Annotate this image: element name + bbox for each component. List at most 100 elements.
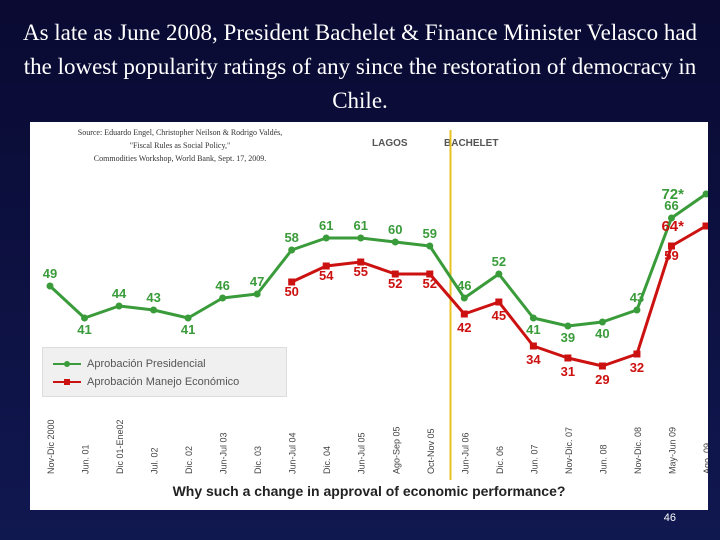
data-label-presidential: 59 bbox=[423, 226, 437, 241]
x-tick-label: Jun-Jul 04 bbox=[288, 432, 298, 474]
data-point-economic bbox=[426, 270, 434, 278]
x-tick-label: Jun-Jul 03 bbox=[219, 432, 229, 474]
legend-item-economic: Aprobación Manejo Económico bbox=[53, 375, 239, 389]
data-label-presidential: 60 bbox=[388, 222, 402, 237]
data-point-presidential bbox=[702, 190, 708, 198]
data-label-economic: 31 bbox=[561, 364, 575, 379]
data-point-presidential bbox=[184, 314, 192, 322]
data-label-economic: 55 bbox=[354, 264, 368, 279]
data-point-presidential bbox=[81, 314, 89, 322]
data-point-presidential bbox=[460, 294, 468, 302]
data-point-presidential bbox=[426, 242, 434, 250]
data-label-presidential: 72* bbox=[661, 186, 684, 203]
x-tick-label: Dic. 04 bbox=[322, 446, 332, 474]
chart-legend: Aprobación Presidencial Aprobación Manej… bbox=[42, 347, 287, 397]
x-tick-label: Nov-Dic. 08 bbox=[633, 427, 643, 474]
data-label-economic: 52 bbox=[388, 276, 402, 291]
data-point-presidential bbox=[288, 246, 296, 254]
x-tick-label: Jun-Jul 05 bbox=[357, 432, 367, 474]
legend-item-presidential: Aprobación Presidencial bbox=[53, 357, 206, 371]
data-point-presidential bbox=[633, 306, 641, 314]
x-tick-label: Jun-Jul 06 bbox=[460, 432, 470, 474]
data-label-presidential: 52 bbox=[492, 254, 506, 269]
source-citation: Source: Eduardo Engel, Christopher Neils… bbox=[30, 126, 330, 165]
data-point-economic bbox=[288, 278, 296, 286]
x-tick-label: Oct-Nov 05 bbox=[426, 428, 436, 474]
series-line-presidential bbox=[48, 192, 707, 328]
data-point-presidential bbox=[115, 302, 123, 310]
data-point-economic bbox=[633, 350, 641, 358]
data-point-economic bbox=[495, 298, 503, 306]
data-label-economic: 32 bbox=[630, 360, 644, 375]
legend-swatch-red bbox=[53, 379, 81, 385]
period-label-bachelet: BACHELET bbox=[444, 138, 499, 149]
data-label-presidential: 47 bbox=[250, 274, 264, 289]
chart-question: Why such a change in approval of economi… bbox=[172, 483, 566, 499]
data-point-presidential bbox=[598, 318, 606, 326]
data-point-economic bbox=[357, 258, 365, 266]
data-point-economic bbox=[564, 354, 572, 362]
data-label-presidential: 41 bbox=[181, 322, 195, 337]
data-point-presidential bbox=[322, 234, 330, 242]
x-tick-label: Nov-Dic. 07 bbox=[564, 427, 574, 474]
x-tick-label: Ago-Sep 05 bbox=[391, 426, 401, 474]
legend-swatch-green bbox=[53, 361, 81, 367]
source-line-1: Source: Eduardo Engel, Christopher Neils… bbox=[77, 128, 283, 137]
data-point-economic bbox=[598, 362, 606, 370]
data-point-presidential bbox=[667, 214, 675, 222]
legend-label-economic: Aprobación Manejo Económico bbox=[87, 376, 240, 388]
data-label-presidential: 39 bbox=[561, 330, 575, 345]
data-label-presidential: 46 bbox=[457, 278, 471, 293]
data-label-presidential: 61 bbox=[354, 218, 368, 233]
x-tick-label: May-Jun 09 bbox=[667, 427, 677, 474]
x-tick-label: Dic. 03 bbox=[253, 446, 263, 474]
data-label-presidential: 61 bbox=[319, 218, 333, 233]
data-point-economic bbox=[667, 242, 675, 250]
source-line-2: "Fiscal Rules as Social Policy," bbox=[129, 141, 231, 150]
data-point-economic bbox=[391, 270, 399, 278]
data-label-presidential: 44 bbox=[112, 286, 127, 301]
data-label-presidential: 43 bbox=[630, 290, 644, 305]
x-tick-label: Dic. 02 bbox=[184, 446, 194, 474]
data-label-economic: 50 bbox=[284, 284, 298, 299]
data-point-economic bbox=[460, 310, 468, 318]
data-point-presidential bbox=[253, 290, 261, 298]
data-label-economic: 64* bbox=[661, 218, 684, 235]
x-tick-label: Dic 01-Ene02 bbox=[115, 419, 125, 474]
data-label-economic: 45 bbox=[492, 308, 506, 323]
x-tick-label: Jun. 07 bbox=[529, 444, 539, 474]
data-point-presidential bbox=[495, 270, 503, 278]
data-point-presidential bbox=[564, 322, 572, 330]
data-point-presidential bbox=[46, 282, 54, 290]
source-line-3: Commodities Workshop, World Bank, Sept. … bbox=[93, 154, 267, 163]
data-label-presidential: 58 bbox=[284, 230, 298, 245]
data-label-economic: 54 bbox=[319, 268, 334, 283]
x-tick-label: Dic. 06 bbox=[495, 446, 505, 474]
data-label-presidential: 43 bbox=[146, 290, 160, 305]
x-tick-label: Ago. 09 bbox=[702, 443, 708, 474]
period-label-lagos: LAGOS bbox=[372, 138, 408, 149]
data-point-economic bbox=[529, 342, 537, 350]
data-label-presidential: 40 bbox=[595, 326, 609, 341]
data-point-presidential bbox=[529, 314, 537, 322]
data-point-economic bbox=[322, 262, 330, 270]
data-label-presidential: 66 bbox=[664, 198, 678, 213]
legend-label-presidential: Aprobación Presidencial bbox=[87, 358, 206, 370]
page-number: 46 bbox=[663, 512, 676, 524]
data-label-economic: 29 bbox=[595, 372, 609, 387]
data-label-presidential: 49 bbox=[43, 266, 57, 281]
data-label-economic: 52 bbox=[423, 276, 437, 291]
data-point-presidential bbox=[150, 306, 158, 314]
data-label-presidential: 41 bbox=[526, 322, 540, 337]
x-tick-label: Jul. 02 bbox=[150, 447, 160, 474]
data-point-economic bbox=[702, 222, 708, 230]
chart-panel: Source: Eduardo Engel, Christopher Neils… bbox=[30, 122, 708, 510]
x-tick-label: Jun. 08 bbox=[598, 444, 608, 474]
x-tick-label: Jun. 01 bbox=[81, 444, 91, 474]
x-tick-label: Nov-Dic 2000 bbox=[46, 419, 56, 474]
data-label-presidential: 41 bbox=[77, 322, 91, 337]
data-label-presidential: 46 bbox=[215, 278, 229, 293]
approval-line-chart: Nov-Dic 2000 Jun. 01 Dic 01-Ene02 Jul. 02 Di… bbox=[43, 130, 708, 480]
data-point-presidential bbox=[391, 238, 399, 246]
data-label-economic: 42 bbox=[457, 320, 471, 335]
